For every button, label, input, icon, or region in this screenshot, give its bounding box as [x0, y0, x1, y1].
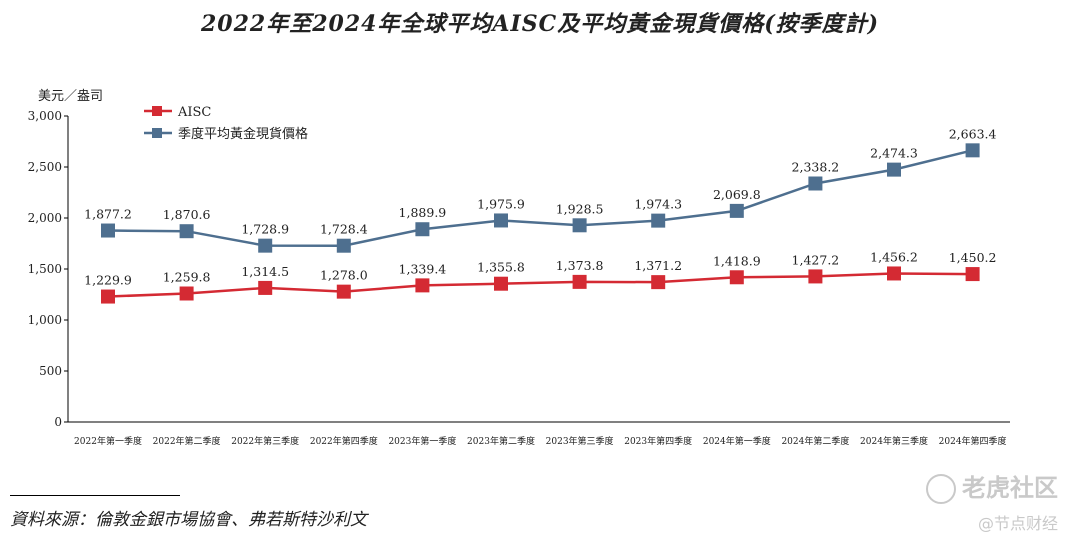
data-label: 1,278.0 — [320, 268, 368, 283]
data-label: 1,229.9 — [84, 273, 132, 288]
data-label: 2,338.2 — [792, 160, 840, 175]
data-point — [336, 238, 351, 253]
x-tick-label: 2024年第一季度 — [703, 435, 771, 447]
x-tick-label: 2024年第三季度 — [860, 435, 928, 447]
data-label: 1,728.4 — [320, 222, 368, 237]
x-tick-label: 2024年第四季度 — [939, 435, 1007, 447]
x-tick-label: 2023年第一季度 — [388, 435, 456, 447]
data-point — [808, 176, 823, 191]
x-tick-label: 2024年第二季度 — [781, 435, 849, 447]
data-point — [651, 213, 666, 228]
legend-label-1: 季度平均黃金現貨價格 — [178, 126, 308, 142]
data-point — [965, 267, 980, 282]
data-label: 2,474.3 — [870, 146, 918, 161]
x-tick-label: 2022年第四季度 — [310, 435, 378, 447]
watermark-brand-text: 老虎社区 — [962, 474, 1058, 502]
data-point — [179, 224, 194, 239]
y-tick-label: 3,000 — [28, 109, 62, 123]
y-tick-label: 2,500 — [28, 160, 62, 174]
data-label: 2,069.8 — [713, 187, 761, 202]
line-chart: 美元／盎司 0 500 1,000 1,500 2,000 2,500 3,000 2022年第… — [28, 89, 1010, 447]
data-point — [572, 274, 587, 289]
data-label: 1,314.5 — [241, 264, 289, 279]
data-point — [179, 286, 194, 301]
tiger-logo-icon — [926, 474, 956, 504]
data-point — [101, 223, 115, 238]
watermark-sub: @节点财经 — [977, 514, 1058, 533]
x-tick-label: 2023年第二季度 — [467, 435, 535, 447]
series-line-1 — [107, 149, 973, 247]
data-point — [729, 203, 744, 218]
y-axis-label: 美元／盎司 — [38, 89, 103, 104]
data-point — [336, 284, 351, 299]
data-point — [494, 213, 508, 228]
legend-label-0: AISC — [177, 105, 211, 120]
series-line-0 — [107, 272, 973, 298]
data-label: 1,974.3 — [634, 197, 682, 212]
data-point — [415, 278, 430, 293]
y-tick-label: 0 — [54, 415, 62, 429]
source-divider — [10, 495, 180, 496]
data-point — [887, 162, 901, 177]
legend-marker-1 — [152, 128, 162, 138]
data-point — [415, 222, 430, 237]
x-tick-label: 2022年第二季度 — [153, 435, 221, 447]
data-point — [101, 289, 115, 304]
x-tick-label: 2023年第四季度 — [624, 435, 692, 447]
data-point — [651, 275, 666, 290]
data-point — [729, 270, 744, 285]
data-point — [572, 218, 587, 233]
data-label: 1,373.8 — [556, 258, 604, 273]
data-label: 1,427.2 — [792, 252, 840, 267]
x-tick-label: 2022年第三季度 — [231, 435, 299, 447]
data-label: 1,728.9 — [241, 222, 289, 237]
data-point — [494, 276, 508, 291]
x-tick-label: 2022年第一季度 — [74, 435, 142, 447]
chart-title: 2022年至2024年全球平均AISC及平均黃金現貨價格(按季度計) — [200, 11, 880, 37]
data-label: 1,450.2 — [949, 250, 997, 265]
data-label: 1,975.9 — [477, 196, 525, 211]
data-point — [965, 143, 980, 158]
y-tick-label: 1,500 — [28, 262, 62, 276]
y-tick-label: 500 — [39, 364, 62, 378]
data-label: 1,418.9 — [713, 253, 761, 268]
data-label: 1,928.5 — [556, 201, 604, 216]
data-label: 1,371.2 — [634, 258, 682, 273]
y-tick-label: 2,000 — [28, 211, 62, 225]
data-point — [258, 280, 273, 295]
data-label: 1,339.4 — [399, 261, 447, 276]
data-label: 1,877.2 — [84, 207, 132, 222]
data-label: 1,456.2 — [870, 249, 918, 264]
legend-marker-0 — [152, 106, 162, 116]
x-tick-label: 2023年第三季度 — [546, 435, 614, 447]
data-point — [887, 266, 901, 281]
data-label: 1,259.8 — [163, 270, 211, 285]
data-label: 1,889.9 — [399, 205, 447, 220]
y-tick-label: 1,000 — [28, 313, 62, 327]
data-label: 1,870.6 — [163, 207, 211, 222]
watermark-brand: 老虎社区 — [926, 468, 1058, 504]
data-point — [258, 238, 273, 253]
source-note: 資料來源：倫敦金銀市場協會、弗若斯特沙利文 — [10, 510, 367, 530]
data-label: 2,663.4 — [949, 126, 997, 141]
data-point — [808, 269, 823, 284]
data-label: 1,355.8 — [477, 260, 525, 275]
